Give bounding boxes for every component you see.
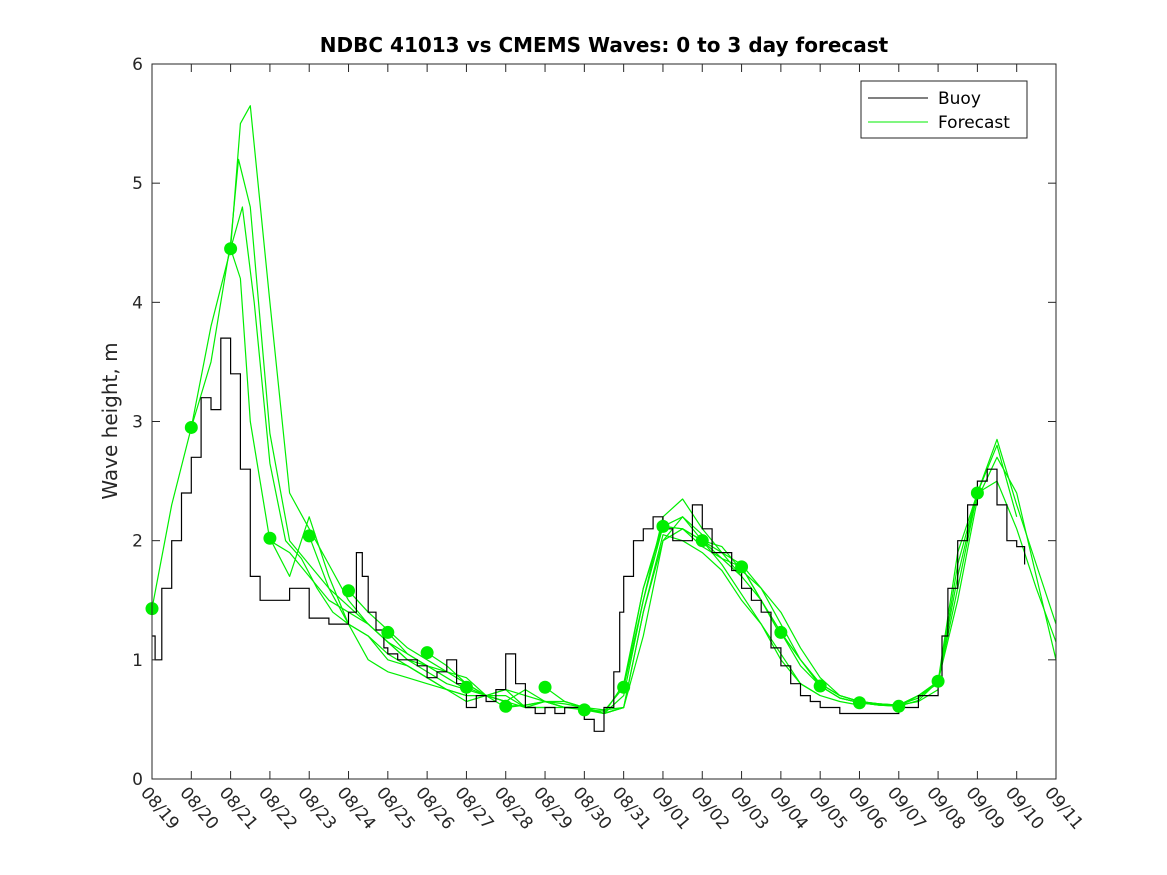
y-tick-label: 5 — [132, 174, 143, 194]
forecast-start-marker — [852, 696, 866, 710]
forecast-start-marker — [224, 242, 238, 256]
forecast-start-marker — [813, 679, 827, 693]
buoy-line — [152, 337, 1026, 732]
forecast-series-line — [584, 525, 860, 712]
forecast-start-marker — [184, 420, 198, 434]
y-tick-label: 3 — [132, 413, 143, 433]
buoy-series-line — [152, 337, 1026, 732]
forecast-start-marker — [499, 699, 513, 713]
forecast-start-marker — [735, 560, 749, 574]
y-axis-title: Wave height, m — [98, 342, 122, 499]
forecast-start-marker — [381, 625, 395, 639]
chart-title: NDBC 41013 vs CMEMS Waves: 0 to 3 day fo… — [320, 33, 889, 57]
forecast-start-marker — [695, 534, 709, 548]
legend: Buoy Forecast — [860, 80, 1028, 139]
forecast-start-marker — [420, 646, 434, 660]
legend-label-buoy: Buoy — [938, 89, 981, 109]
forecast-start-marker — [892, 699, 906, 713]
forecast-start-marker — [931, 674, 945, 688]
plot-background — [152, 64, 1056, 779]
y-axis: 0 1 2 3 4 5 6 — [132, 55, 1056, 790]
forecast-start-marker — [617, 680, 631, 694]
y-tick-label: 0 — [132, 770, 143, 790]
forecast-start-marker — [970, 486, 984, 500]
y-tick-label: 2 — [132, 532, 143, 552]
forecast-series-line — [230, 105, 506, 703]
plot-area — [145, 63, 1057, 780]
y-tick-label: 1 — [132, 651, 143, 671]
forecast-start-marker — [342, 584, 356, 598]
forecast-start-marker — [459, 680, 473, 694]
forecast-start-marker — [774, 625, 788, 639]
y-tick-label: 4 — [132, 293, 143, 313]
legend-box — [860, 80, 1028, 139]
y-tick-label: 6 — [132, 55, 143, 75]
forecast-series-line — [308, 535, 585, 709]
forecast-start-marker — [302, 529, 316, 543]
forecast-start-marker — [577, 703, 591, 717]
legend-label-forecast: Forecast — [938, 113, 1010, 133]
forecast-start-marker — [538, 680, 552, 694]
forecast-start-marker — [656, 519, 670, 533]
marker-layer — [145, 242, 984, 717]
forecast-start-marker — [263, 531, 277, 545]
